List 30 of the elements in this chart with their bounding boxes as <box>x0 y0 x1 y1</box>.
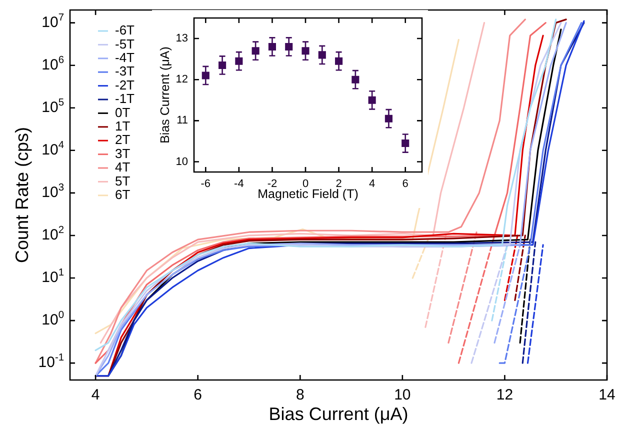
legend-label: 3T <box>115 146 130 161</box>
legend-label: 2T <box>115 132 130 148</box>
x-tick-label: 6 <box>194 386 202 404</box>
legend-label: -5T <box>115 36 135 52</box>
y-tick-label: 10 <box>176 156 188 168</box>
legend-label: 1T <box>115 118 130 134</box>
y-axis-title: Count Rate (cps) <box>12 126 32 264</box>
y-tick-label: 12 <box>176 74 188 86</box>
x-tick-label: -4 <box>234 178 244 190</box>
y-axis-title: Bias Current (μA) <box>158 46 172 144</box>
y-tick-label: 11 <box>176 114 188 127</box>
x-tick-label: 4 <box>91 386 100 404</box>
x-tick-label: 10 <box>394 386 411 404</box>
legend-label: 0T <box>115 104 130 120</box>
legend-label: -1T <box>115 91 135 106</box>
legend-label: -4T <box>115 50 135 65</box>
x-axis-title: Bias Current (μA) <box>268 404 408 424</box>
x-tick-label: 12 <box>496 386 514 404</box>
x-tick-label: 14 <box>598 386 616 404</box>
legend-label: 5T <box>115 173 130 188</box>
legend-label: -3T <box>115 64 135 79</box>
legend-label: 4T <box>115 160 130 175</box>
legend-label: -6T <box>115 22 135 38</box>
x-tick-label: -6 <box>200 178 211 190</box>
legend-label: 6T <box>115 186 130 202</box>
x-tick-label: 4 <box>369 178 376 190</box>
x-tick-label: 8 <box>296 386 304 404</box>
x-tick-label: 6 <box>402 178 408 190</box>
y-tick-label: 13 <box>176 32 188 45</box>
legend-label: -2T <box>115 77 135 92</box>
